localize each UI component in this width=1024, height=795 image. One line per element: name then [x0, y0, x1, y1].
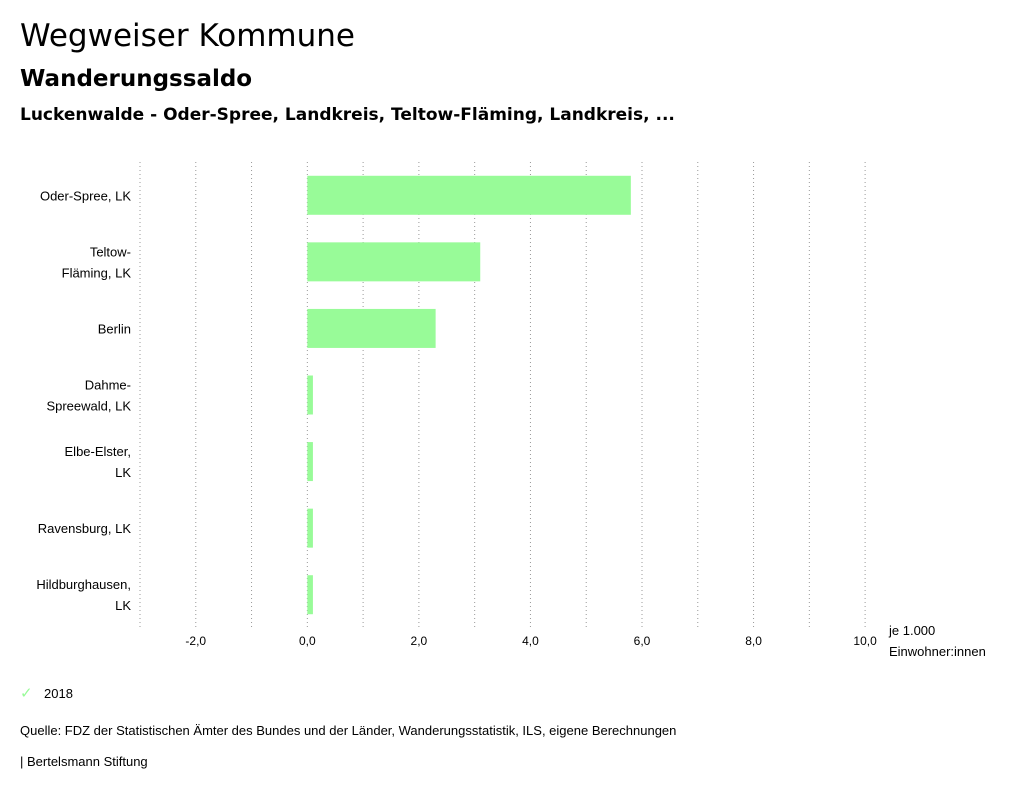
category-labels: Oder-Spree, LK Teltow- Fläming, LK Berlin Da… [36, 188, 131, 613]
bar-chart: Oder-Spree, LK Teltow- Fläming, LK Berlin Da… [36, 162, 986, 659]
x-tick-label: 4,0 [522, 634, 539, 648]
x-tick-labels: -2,0 0,0 2,0 4,0 6,0 8,0 10,0 [185, 634, 877, 648]
category-label-line: Fläming, LK [62, 265, 132, 280]
category-label: Hildburghausen, LK [36, 577, 131, 613]
category-label-line: Hildburghausen, [36, 577, 131, 592]
legend[interactable]: ✓ 2018 [20, 684, 73, 702]
x-tick-label: 6,0 [634, 634, 651, 648]
category-label: Ravensburg, LK [38, 521, 132, 536]
category-label: Dahme- Spreewald, LK [46, 378, 131, 414]
bar [307, 508, 313, 548]
category-label-line: Dahme- [85, 378, 131, 393]
bar [307, 308, 436, 348]
chart-subtitle: Wanderungssaldo [20, 66, 253, 92]
category-label: Berlin [98, 321, 131, 336]
source-note: Quelle: FDZ der Statistischen Ämter des … [20, 723, 677, 738]
bar [307, 575, 313, 615]
bar [307, 375, 313, 415]
category-label-line: LK [115, 598, 131, 613]
category-label: Teltow- Fläming, LK [62, 244, 132, 280]
bar [307, 442, 313, 482]
legend-label: 2018 [44, 685, 73, 701]
unit-label: je 1.000 Einwohner:innen [888, 623, 986, 659]
region-selection: Luckenwalde - Oder-Spree, Landkreis, Tel… [20, 105, 675, 125]
category-label: Oder-Spree, LK [40, 188, 131, 203]
unit-label-line: je 1.000 [888, 623, 935, 638]
category-label: Elbe-Elster, LK [65, 444, 132, 480]
bar [307, 242, 481, 282]
page-title: Wegweiser Kommune [20, 18, 355, 54]
category-label-line: LK [115, 465, 131, 480]
category-label-line: Elbe-Elster, [65, 444, 131, 459]
check-icon[interactable]: ✓ [20, 685, 33, 702]
x-tick-label: 8,0 [745, 634, 762, 648]
category-label-line: Berlin [98, 321, 131, 336]
category-label-line: Oder-Spree, LK [40, 188, 131, 203]
category-label-line: Spreewald, LK [46, 399, 131, 414]
bar [307, 175, 631, 215]
x-tick-label: 10,0 [853, 634, 877, 648]
x-tick-label: -2,0 [185, 634, 206, 648]
category-label-line: Ravensburg, LK [38, 521, 132, 536]
x-tick-label: 2,0 [411, 634, 428, 648]
unit-label-line: Einwohner:innen [889, 644, 986, 659]
bars [307, 175, 631, 615]
category-label-line: Teltow- [90, 244, 131, 259]
grid-lines [139, 162, 866, 628]
x-tick-label: 0,0 [299, 634, 316, 648]
credit-note: | Bertelsmann Stiftung [20, 754, 148, 769]
